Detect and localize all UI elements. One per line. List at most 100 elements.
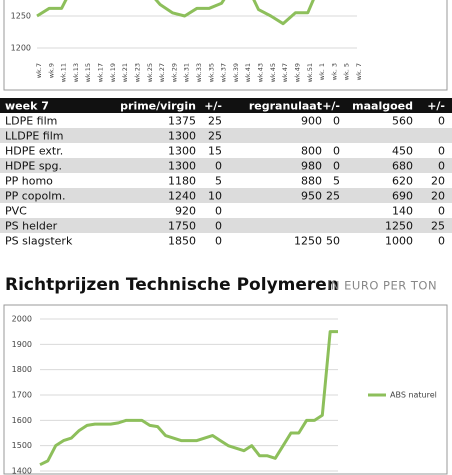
x-tick-label: wk.27 <box>158 63 166 82</box>
cell: 0 <box>438 235 445 248</box>
x-tick-label: wk.25 <box>146 63 154 82</box>
y-tick-label: 1400 <box>12 467 32 475</box>
x-tick-label: wk.39 <box>232 63 240 82</box>
row-label: LLDPE film <box>5 130 64 143</box>
x-tick-label: wk.33 <box>195 63 203 82</box>
cell: 50 <box>326 235 340 248</box>
cell: 1300 <box>168 160 196 173</box>
row-label: PS slagsterk <box>5 235 73 248</box>
cell: 1180 <box>168 175 196 188</box>
row-shade <box>0 218 452 233</box>
cell: 690 <box>392 190 413 203</box>
bottom-chart-frame <box>3 304 448 475</box>
x-tick-label: wk.41 <box>244 63 252 82</box>
column-header: prime/virgin <box>120 100 196 113</box>
x-tick-label: wk. 7 <box>355 63 363 80</box>
x-tick-label: wk.43 <box>257 63 265 82</box>
cell: 920 <box>175 205 196 218</box>
heading-unit: IN EURO PER TON <box>327 279 437 293</box>
cell: 560 <box>392 115 413 128</box>
legend-label: ABS naturel <box>390 391 437 400</box>
x-tick-label: wk.29 <box>170 63 178 82</box>
cell: 0 <box>333 160 340 173</box>
cell: 15 <box>208 145 222 158</box>
row-shade <box>0 158 452 173</box>
row-shade <box>0 128 452 143</box>
cell: 980 <box>301 160 322 173</box>
cell: 5 <box>215 175 222 188</box>
cell: 1250 <box>385 220 413 233</box>
cell: 25 <box>431 220 445 233</box>
y-tick-label: 1600 <box>12 416 32 425</box>
cell: 0 <box>438 160 445 173</box>
y-tick-label: 1200 <box>11 44 31 53</box>
cell: 1250 <box>294 235 322 248</box>
row-label: LDPE film <box>5 115 57 128</box>
cell: 25 <box>326 190 340 203</box>
row-shade <box>0 188 452 203</box>
x-tick-label: wk.17 <box>97 63 105 82</box>
row-label: PS helder <box>5 220 58 233</box>
row-label: PP copolm. <box>5 190 66 203</box>
row-label: PP homo <box>5 175 53 188</box>
column-header: +/- <box>427 100 445 113</box>
cell: 0 <box>333 145 340 158</box>
cell: 900 <box>301 115 322 128</box>
cell: 1300 <box>168 130 196 143</box>
price-table: week 7 prime/virgin +/- regranulaat +/- maalg… <box>0 98 452 248</box>
x-tick-label: wk.37 <box>220 63 228 82</box>
cell: 1300 <box>168 145 196 158</box>
y-tick-label: 1700 <box>12 391 32 400</box>
heading-title: Richtprijzen Technische Polymeren <box>5 275 339 295</box>
cell: 0 <box>215 205 222 218</box>
y-tick-label: 1250 <box>11 12 31 21</box>
x-tick-label: wk.23 <box>133 63 141 82</box>
x-tick-label: wk.7 <box>35 63 43 78</box>
x-tick-label: wk.51 <box>306 63 314 82</box>
x-tick-label: wk.31 <box>183 63 191 82</box>
cell: 0 <box>438 145 445 158</box>
row-label: PVC <box>5 205 27 218</box>
cell: 950 <box>301 190 322 203</box>
x-tick-label: wk.49 <box>293 63 301 82</box>
row-label: HDPE extr. <box>5 145 63 158</box>
top-chart: 12001250130013501400wk.7wk.9wk.11wk.13wk… <box>11 0 363 82</box>
y-tick-label: 1500 <box>12 441 32 450</box>
cell: 1750 <box>168 220 196 233</box>
x-tick-label: wk.11 <box>60 63 68 82</box>
cell: 20 <box>431 190 445 203</box>
x-tick-label: wk.19 <box>109 63 117 82</box>
cell: 1375 <box>168 115 196 128</box>
cell: 0 <box>215 235 222 248</box>
y-tick-label: 2000 <box>12 315 32 324</box>
cell: 620 <box>392 175 413 188</box>
cell: 450 <box>392 145 413 158</box>
table-header-bg <box>0 98 452 113</box>
x-tick-label: wk. 5 <box>343 63 351 80</box>
column-header: regranulaat <box>249 100 322 113</box>
bottom-chart: 1400 1500 1600 1700 1800 1900 2000 ABS naturel <box>12 315 437 475</box>
row-label: HDPE spg. <box>5 160 62 173</box>
cell: 25 <box>208 115 222 128</box>
data-line <box>36 0 315 26</box>
x-tick-label: wk.9 <box>47 63 55 78</box>
cell: 20 <box>431 175 445 188</box>
x-tick-label: wk.35 <box>207 63 215 82</box>
y-tick-label: 1800 <box>12 365 32 374</box>
column-header: maalgoed <box>352 100 413 113</box>
cell: 800 <box>301 145 322 158</box>
x-tick-label: wk.47 <box>281 63 289 82</box>
cell: 0 <box>215 220 222 233</box>
x-tick-label: wk.21 <box>121 63 129 82</box>
cell: 5 <box>333 175 340 188</box>
cell: 0 <box>438 115 445 128</box>
x-tick-label: wk.15 <box>84 63 92 82</box>
x-tick-label: wk. 3 <box>330 63 338 80</box>
cell: 0 <box>438 205 445 218</box>
x-tick-label: wk. 1 <box>318 63 326 80</box>
column-header: +/- <box>322 100 340 113</box>
cell: 1240 <box>168 190 196 203</box>
column-header: week 7 <box>5 100 49 113</box>
cell: 1000 <box>385 235 413 248</box>
